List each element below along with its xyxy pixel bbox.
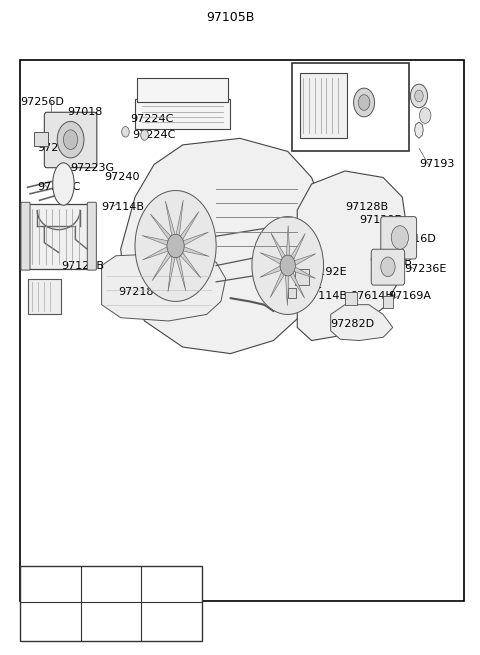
Polygon shape (297, 171, 407, 341)
Text: 97614H: 97614H (350, 291, 394, 301)
FancyBboxPatch shape (300, 73, 348, 138)
Text: 97114B: 97114B (304, 291, 348, 301)
FancyBboxPatch shape (371, 250, 405, 285)
Text: 97235C: 97235C (37, 143, 80, 153)
Text: 97236E: 97236E (405, 264, 447, 274)
Circle shape (354, 88, 374, 117)
Polygon shape (287, 225, 290, 256)
FancyBboxPatch shape (135, 99, 230, 128)
Bar (21, 60, 464, 601)
FancyBboxPatch shape (44, 112, 97, 168)
Text: 97224C: 97224C (132, 130, 176, 140)
Text: 97223G: 97223G (71, 162, 115, 173)
Polygon shape (166, 614, 178, 628)
Text: 97651: 97651 (262, 293, 297, 303)
Polygon shape (271, 233, 286, 259)
Polygon shape (166, 201, 176, 237)
Polygon shape (179, 251, 201, 278)
Text: 97224C: 97224C (130, 114, 174, 124)
Text: 91051: 91051 (288, 280, 323, 290)
FancyBboxPatch shape (28, 278, 61, 314)
Text: 97129D: 97129D (360, 215, 403, 225)
Bar (292, 64, 409, 151)
FancyBboxPatch shape (288, 288, 296, 298)
Polygon shape (143, 246, 169, 260)
Text: 97193: 97193 (419, 159, 455, 170)
Text: 97116D: 97116D (393, 234, 436, 244)
Circle shape (359, 95, 370, 110)
FancyBboxPatch shape (381, 217, 417, 259)
Polygon shape (331, 305, 393, 341)
Circle shape (415, 90, 423, 102)
Polygon shape (286, 275, 289, 306)
Polygon shape (150, 214, 172, 241)
Text: 97282D: 97282D (331, 319, 375, 329)
Text: 1327CB: 1327CB (151, 586, 192, 596)
Text: 97256D: 97256D (20, 98, 64, 107)
Circle shape (169, 618, 174, 624)
Polygon shape (293, 267, 315, 278)
Polygon shape (176, 255, 186, 291)
FancyBboxPatch shape (383, 296, 393, 308)
FancyBboxPatch shape (21, 202, 30, 270)
FancyBboxPatch shape (34, 132, 48, 146)
Circle shape (63, 130, 78, 149)
Circle shape (45, 610, 56, 624)
Polygon shape (120, 138, 326, 354)
Polygon shape (108, 621, 114, 640)
Text: 97115B: 97115B (369, 257, 412, 267)
Text: 97114B: 97114B (102, 202, 144, 212)
Circle shape (135, 191, 216, 301)
Text: 97169A: 97169A (388, 291, 431, 301)
Polygon shape (48, 621, 54, 640)
Circle shape (141, 130, 148, 140)
Text: 1125GB: 1125GB (30, 586, 72, 596)
Circle shape (252, 217, 324, 314)
Text: 97105B: 97105B (206, 11, 255, 24)
Polygon shape (102, 252, 226, 321)
Circle shape (280, 255, 295, 276)
Polygon shape (180, 212, 199, 241)
Polygon shape (142, 236, 169, 246)
Bar (21, 565, 202, 641)
Circle shape (420, 107, 431, 123)
Circle shape (106, 610, 117, 624)
Polygon shape (182, 232, 208, 246)
Text: 97018: 97018 (67, 107, 103, 117)
Polygon shape (290, 272, 305, 298)
Polygon shape (182, 246, 209, 256)
Text: 97282C: 97282C (37, 182, 81, 193)
Polygon shape (291, 233, 305, 260)
Polygon shape (415, 122, 423, 138)
Text: 97128B: 97128B (345, 202, 388, 212)
Circle shape (121, 126, 129, 137)
Text: 1018AD: 1018AD (90, 586, 132, 596)
Text: 97292E: 97292E (304, 267, 347, 277)
Polygon shape (294, 253, 316, 265)
FancyBboxPatch shape (295, 269, 309, 285)
Polygon shape (152, 251, 172, 280)
Ellipse shape (53, 163, 74, 205)
FancyBboxPatch shape (28, 204, 90, 269)
Text: 97123B: 97123B (61, 261, 104, 271)
Polygon shape (168, 254, 175, 292)
Circle shape (381, 257, 395, 276)
FancyBboxPatch shape (345, 291, 357, 305)
FancyBboxPatch shape (87, 202, 96, 270)
Text: 1018AD: 1018AD (90, 578, 132, 589)
Circle shape (391, 226, 408, 250)
Polygon shape (260, 265, 281, 278)
Circle shape (410, 84, 428, 107)
Circle shape (57, 121, 84, 158)
Polygon shape (270, 271, 285, 297)
Text: 1125GB: 1125GB (30, 578, 72, 589)
Polygon shape (176, 200, 183, 238)
Text: 97240: 97240 (104, 172, 140, 183)
FancyBboxPatch shape (137, 78, 228, 102)
Circle shape (167, 234, 184, 257)
Text: 97611B: 97611B (328, 96, 376, 109)
Polygon shape (260, 253, 282, 264)
Text: 1327CB: 1327CB (151, 578, 192, 589)
Text: 97218G: 97218G (118, 287, 162, 297)
